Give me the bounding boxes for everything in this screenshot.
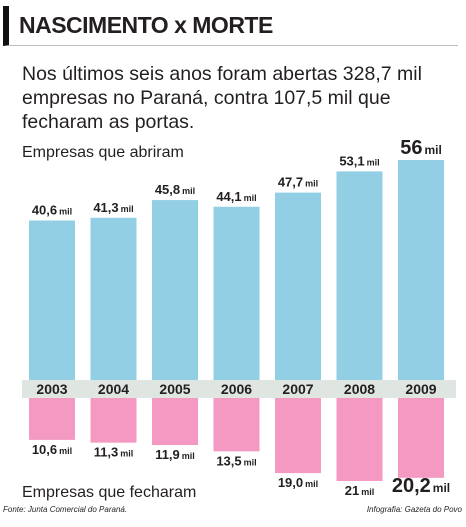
closed-bar-2008	[336, 398, 383, 481]
opened-value-label-2006: 44,1 mil	[216, 189, 256, 204]
closed-value-label-2006: 13,5 mil	[216, 453, 256, 468]
opened-series-label: Empresas que abriram	[22, 144, 184, 161]
chart-subtitle: Nos últimos seis anos foram abertas 328,…	[22, 63, 422, 133]
closed-bar-2009	[398, 398, 444, 478]
opened-bar-2004	[90, 217, 137, 380]
year-tick-label-2007: 2007	[282, 381, 313, 397]
opened-bar-2006	[213, 206, 260, 380]
closed-value-label-2004: 11,3 mil	[94, 445, 134, 460]
opened-value-label-2008: 53,1 mil	[339, 153, 379, 168]
opened-bar-2008	[336, 171, 383, 380]
opened-bar-2005	[152, 200, 198, 380]
opened-bar-2009	[398, 160, 444, 380]
opened-value-label-2005: 45,8 mil	[155, 182, 195, 197]
opened-bar-2007	[275, 192, 321, 380]
opened-value-label-2009: 56 mil	[400, 137, 442, 159]
closed-bar-2007	[275, 398, 321, 474]
year-tick-label-2003: 2003	[36, 381, 67, 397]
closed-value-label-2007: 19,0 mil	[278, 475, 318, 490]
closed-bar-2004	[90, 398, 137, 443]
opened-value-label-2007: 47,7 mil	[278, 175, 318, 190]
year-band	[22, 380, 456, 398]
year-tick-label-2006: 2006	[221, 381, 252, 397]
closed-value-label-2003: 10,6 mil	[32, 442, 72, 457]
closed-bar-2003	[29, 398, 75, 440]
year-tick-label-2009: 2009	[405, 381, 436, 397]
closed-bar-2006	[213, 398, 260, 452]
year-tick-label-2008: 2008	[344, 381, 375, 397]
closed-value-label-2008: 21 mil	[345, 483, 374, 498]
chart-title: NASCIMENTO x MORTE	[19, 12, 273, 38]
closed-value-label-2009: 20,2 mil	[392, 475, 450, 497]
opened-value-label-2003: 40,6 mil	[32, 203, 72, 218]
closed-bar-2005	[152, 398, 198, 446]
year-tick-label-2004: 2004	[98, 381, 129, 397]
source-note: Fonte: Junta Comercial do Paraná.	[3, 505, 128, 514]
closed-value-label-2005: 11,9 mil	[155, 447, 195, 462]
credit-note: Infografia: Gazeta do Povo	[366, 505, 462, 514]
opened-bar-2003	[29, 220, 75, 380]
opened-value-label-2004: 41,3 mil	[93, 200, 133, 215]
header-bar: NASCIMENTO x MORTE	[3, 6, 458, 46]
closed-series-label: Empresas que fecharam	[22, 484, 197, 501]
year-tick-label-2005: 2005	[159, 381, 190, 397]
